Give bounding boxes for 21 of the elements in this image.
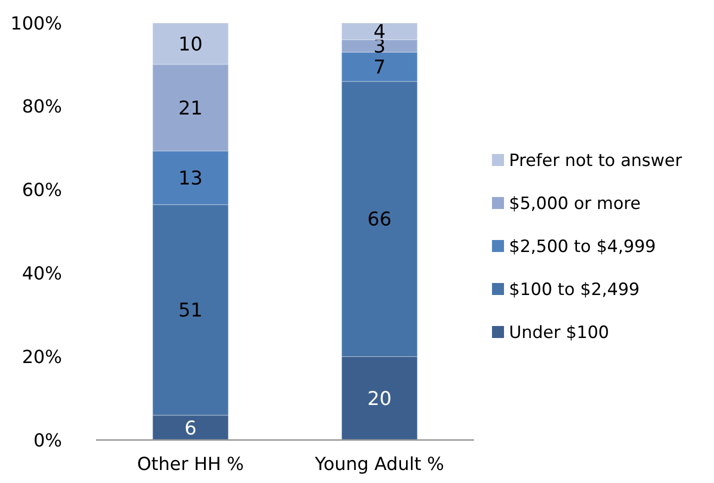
data-label: 7 [373,56,386,78]
legend-label: Prefer not to answer [509,150,682,171]
y-tick-label: 0% [33,430,62,452]
legend-label: $5,000 or more [509,194,641,214]
legend-label: $100 to $2,499 [509,280,640,300]
y-tick-label: 100% [10,13,62,34]
data-label: 13 [178,167,203,190]
data-label: 51 [178,300,203,322]
y-tick-label: 40% [22,264,62,284]
data-label: 66 [367,208,392,231]
y-tick-label: 80% [22,96,62,118]
y-tick-label: 20% [22,346,62,368]
data-label: 10 [178,33,203,56]
data-label: 6 [184,417,197,440]
legend-label: $2,500 to $4,999 [509,236,656,257]
data-label: 20 [367,388,392,410]
x-tick-label: Young Adult % [314,454,444,475]
legend-label: Under $100 [509,322,610,343]
y-tick-label: 60% [22,180,62,202]
x-tick-label: Other HH % [137,454,244,475]
data-label: 21 [178,97,203,120]
